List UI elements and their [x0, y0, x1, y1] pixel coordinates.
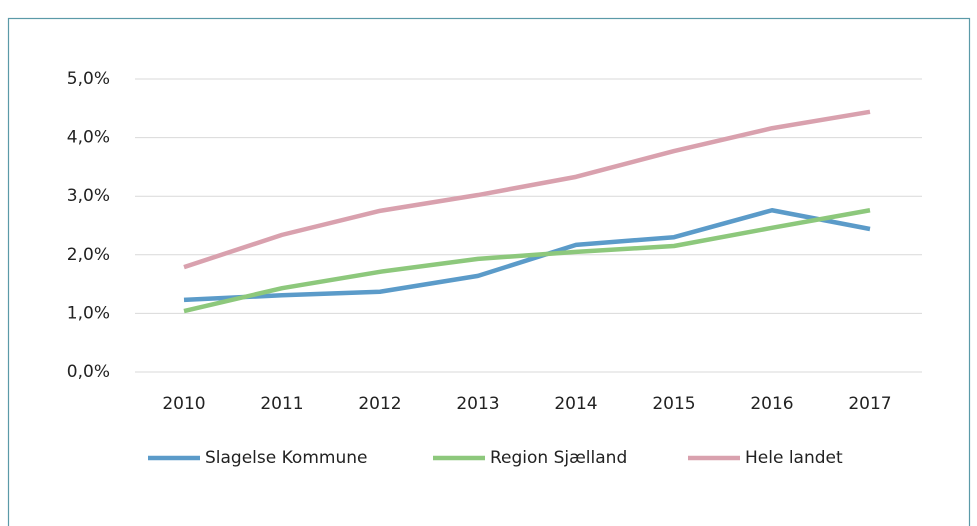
x-tick-label: 2011	[260, 394, 303, 414]
legend-label: Region Sjælland	[490, 448, 627, 468]
x-tick-label: 2010	[162, 394, 205, 414]
y-tick-label: 1,0%	[67, 303, 110, 323]
y-tick-label: 0,0%	[67, 362, 110, 382]
y-tick-label: 5,0%	[67, 69, 110, 89]
y-tick-label: 3,0%	[67, 186, 110, 206]
series-line	[183, 208, 871, 303]
x-tick-label: 2014	[554, 394, 597, 414]
x-tick-label: 2015	[652, 394, 695, 414]
legend-label: Slagelse Kommune	[205, 448, 367, 468]
x-tick-label: 2012	[358, 394, 401, 414]
x-tick-label: 2017	[848, 394, 891, 414]
y-tick-label: 4,0%	[67, 128, 110, 148]
x-tick-label: 2016	[750, 394, 793, 414]
series-line	[183, 109, 871, 270]
x-tick-label: 2013	[456, 394, 499, 414]
series-line	[183, 208, 871, 314]
y-tick-label: 2,0%	[67, 245, 110, 265]
legend-label: Hele landet	[745, 448, 843, 468]
